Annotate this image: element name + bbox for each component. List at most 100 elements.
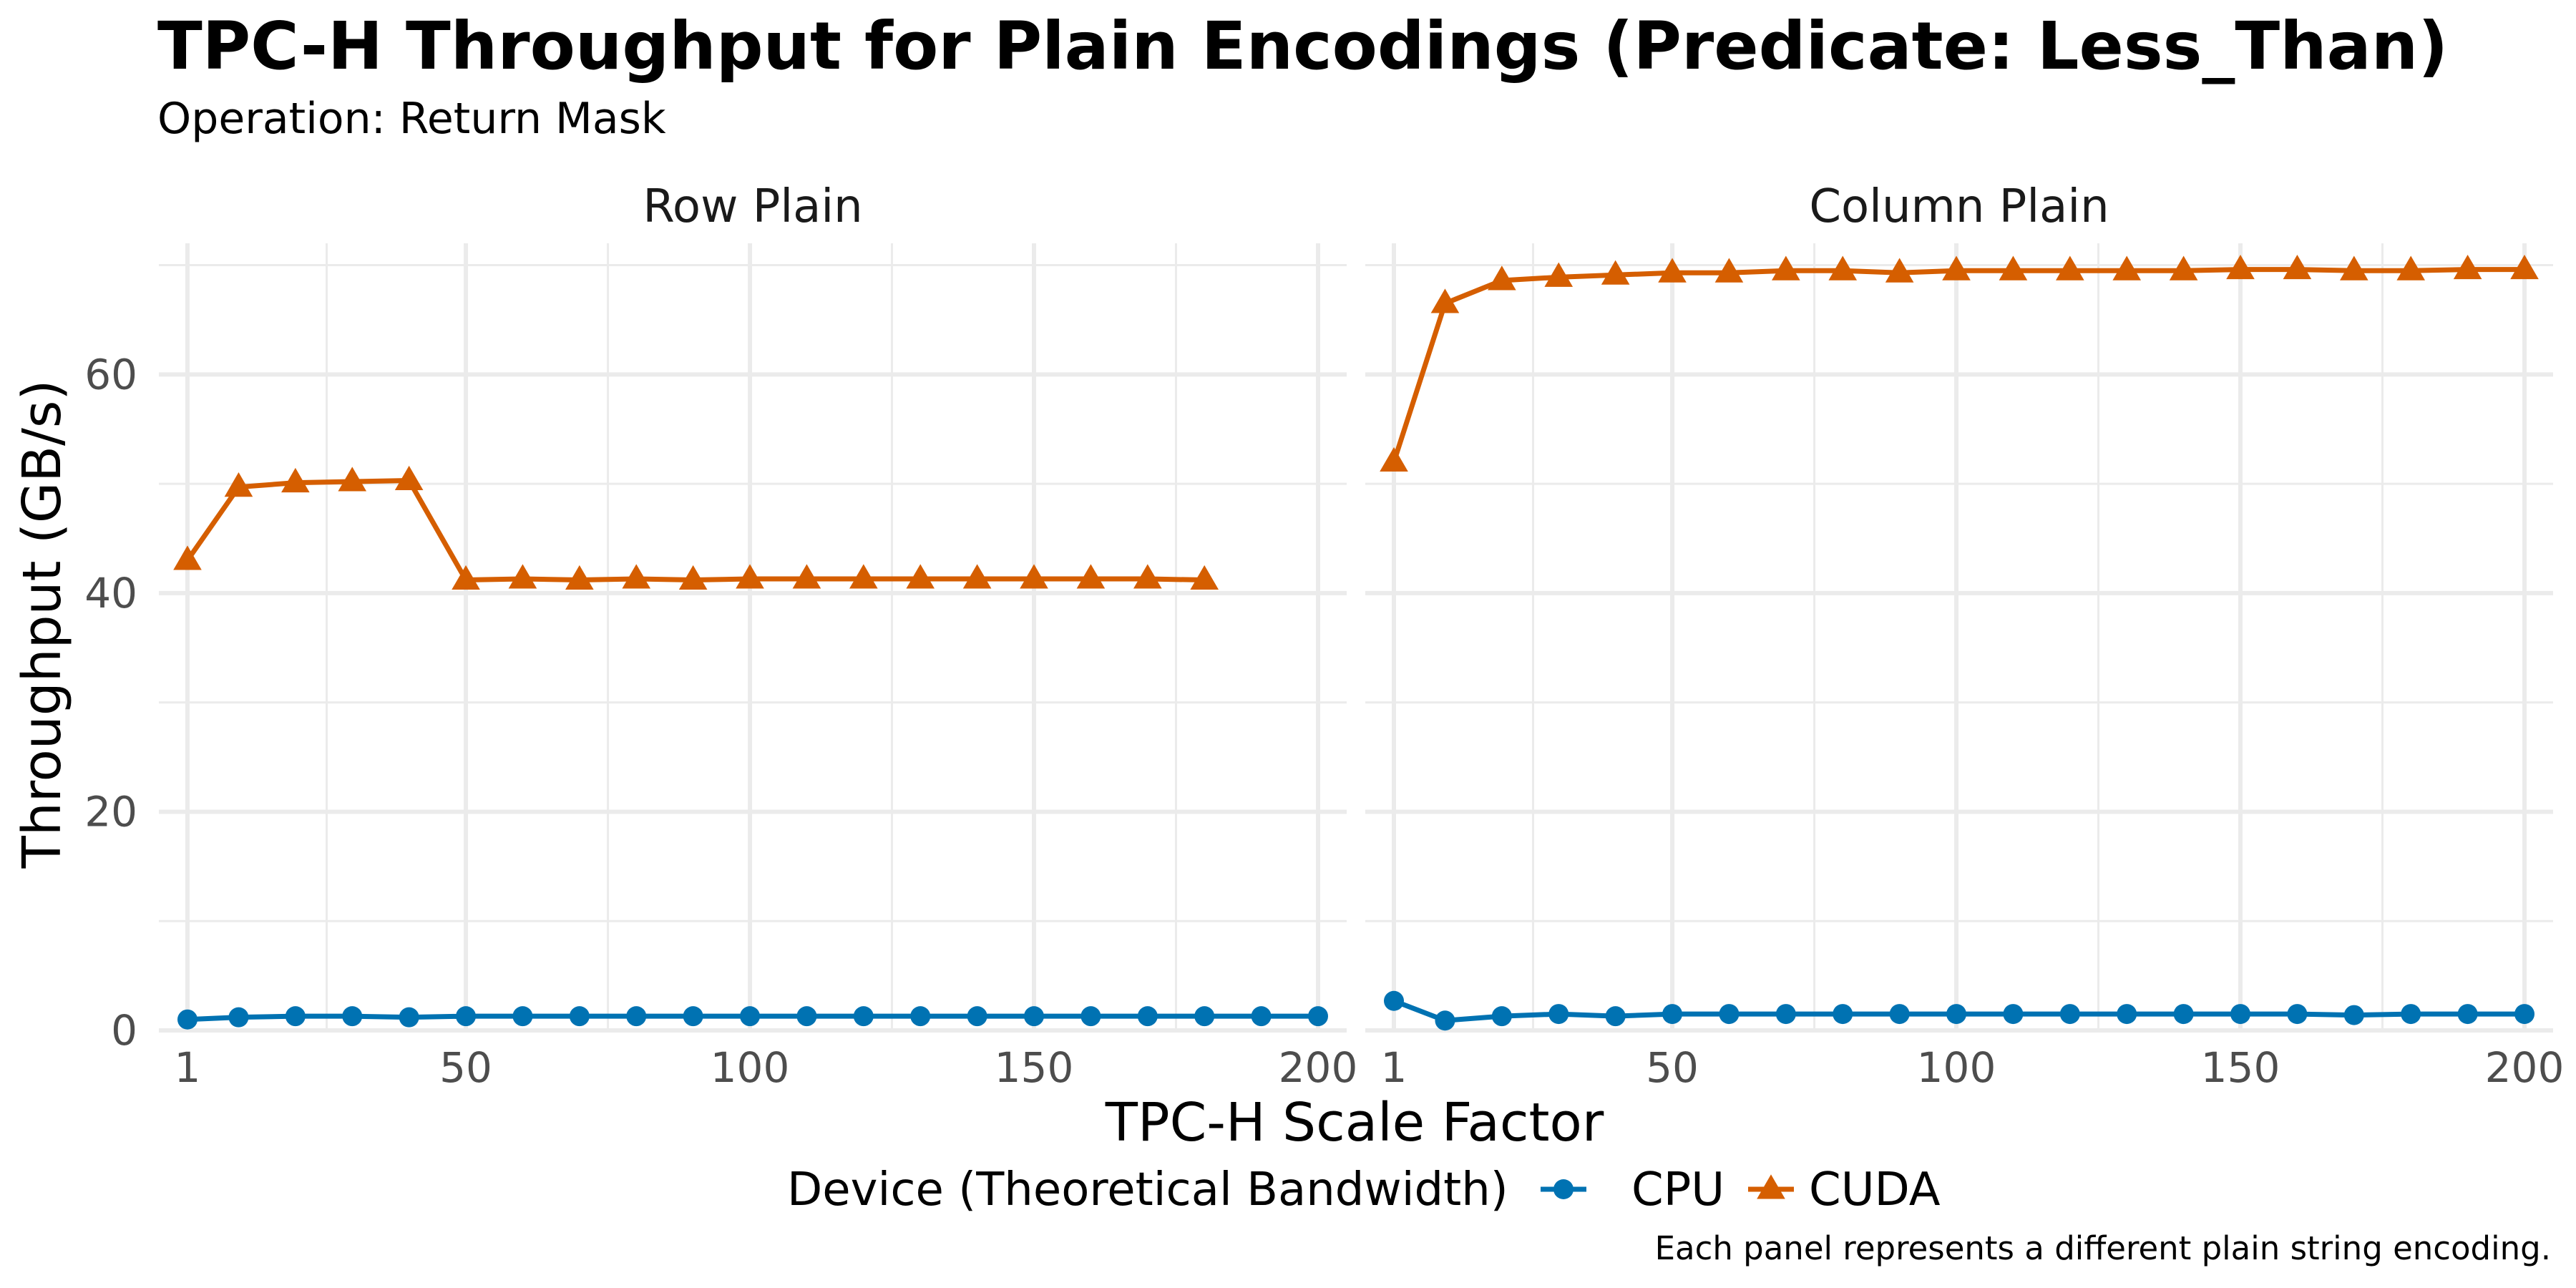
data-point (1430, 288, 1460, 313)
data-point (1885, 258, 1914, 283)
data-point (1601, 260, 1630, 285)
x-tick-label: 200 (2485, 1043, 2565, 1092)
legend-item-cpu: CPU (1541, 1163, 1724, 1216)
data-point (1384, 990, 1404, 1011)
data-point (177, 1009, 197, 1030)
data-point (683, 1006, 703, 1027)
x-tick-label: 1 (1381, 1043, 1407, 1092)
data-point (1491, 1006, 1512, 1027)
data-point (1889, 1004, 1910, 1025)
data-point (173, 545, 202, 570)
data-point (394, 465, 424, 491)
legend-label: CPU (1631, 1163, 1724, 1216)
legend: Device (Theoretical Bandwidth) CPU CUDA (787, 1163, 1941, 1216)
legend-title: Device (Theoretical Bandwidth) (787, 1163, 1508, 1216)
data-point (736, 564, 764, 589)
data-point (2396, 255, 2426, 280)
data-point (1548, 1004, 1569, 1025)
data-point (1488, 265, 1516, 291)
data-point (962, 564, 992, 589)
data-point (2343, 1005, 2364, 1025)
data-point (224, 472, 253, 497)
y-axis-title: Throughput (GB/s) (11, 380, 73, 869)
data-point (1133, 564, 1162, 589)
chart-caption: Each panel represents a different plain … (1655, 1229, 2551, 1267)
panel-strip-label: Row Plain (643, 180, 862, 233)
data-point (1772, 255, 1800, 280)
data-point (452, 565, 480, 590)
data-point (456, 1006, 477, 1027)
data-point (622, 564, 651, 589)
data-point (2112, 255, 2142, 280)
data-point (2453, 254, 2482, 280)
legend-label: CUDA (1809, 1163, 1941, 1216)
data-point (569, 1006, 590, 1027)
x-tick-label: 100 (711, 1043, 790, 1092)
series-line (1391, 267, 2524, 463)
data-point (1946, 1004, 1967, 1025)
data-point (2230, 1004, 2251, 1025)
data-point (1833, 1004, 1853, 1025)
data-point (2283, 254, 2312, 280)
data-point (1024, 1006, 1045, 1027)
panel-strip-label: Column Plain (1809, 180, 2109, 233)
data-point (2510, 254, 2539, 280)
data-point (796, 1006, 817, 1027)
data-point (2003, 1004, 2024, 1025)
legend-key-marker (1553, 1179, 1574, 1199)
x-tick-label: 150 (995, 1043, 1074, 1092)
data-point (1020, 564, 1048, 589)
data-point (2226, 254, 2255, 280)
legend-key-marker (1757, 1174, 1785, 1199)
data-point (1137, 1006, 1158, 1027)
data-point (2457, 1004, 2478, 1025)
x-tick-label: 1 (175, 1043, 201, 1092)
x-tick-label: 50 (1646, 1043, 1699, 1092)
legend-item-cuda: CUDA (1748, 1163, 1941, 1216)
data-point (512, 1006, 533, 1027)
x-tick-label: 50 (439, 1043, 492, 1092)
data-point (1080, 1006, 1101, 1027)
data-point (626, 1006, 647, 1027)
series-cpu (177, 1006, 1328, 1030)
data-point (338, 467, 367, 492)
data-point (2117, 1004, 2137, 1025)
data-point (228, 1007, 249, 1028)
series-cuda (173, 465, 1219, 590)
data-point (1662, 1004, 1683, 1025)
data-point (1714, 258, 1744, 283)
data-point (2169, 255, 2198, 280)
data-point (285, 1006, 306, 1027)
data-point (678, 565, 708, 590)
x-axis-title: TPC-H Scale Factor (1105, 1092, 1604, 1153)
data-point (1190, 565, 1219, 590)
data-point (508, 564, 537, 589)
y-tick-label: 40 (84, 569, 137, 618)
data-point (792, 564, 821, 589)
series-cuda (1380, 254, 2539, 472)
legend-items: CPU CUDA (1541, 1163, 1941, 1216)
data-point (565, 565, 594, 590)
data-point (399, 1007, 419, 1028)
data-point (1999, 255, 2028, 280)
y-tick-label: 60 (84, 350, 137, 399)
data-point (1308, 1006, 1328, 1027)
data-point (1076, 564, 1106, 589)
data-point (1380, 447, 1408, 472)
x-tick-label: 200 (1279, 1043, 1358, 1092)
data-point (853, 1006, 874, 1027)
data-point (2059, 1004, 2080, 1025)
data-point (1435, 1010, 1455, 1031)
data-point (2173, 1004, 2194, 1025)
data-point (1719, 1004, 1740, 1025)
data-point (906, 564, 935, 589)
chart-title: TPC-H Throughput for Plain Encodings (Pr… (157, 8, 2448, 84)
data-point (740, 1006, 761, 1027)
series-line (185, 478, 1205, 583)
data-point (1194, 1006, 1215, 1027)
data-point (1605, 1006, 1626, 1027)
data-point (2340, 255, 2368, 280)
data-point (342, 1006, 363, 1027)
